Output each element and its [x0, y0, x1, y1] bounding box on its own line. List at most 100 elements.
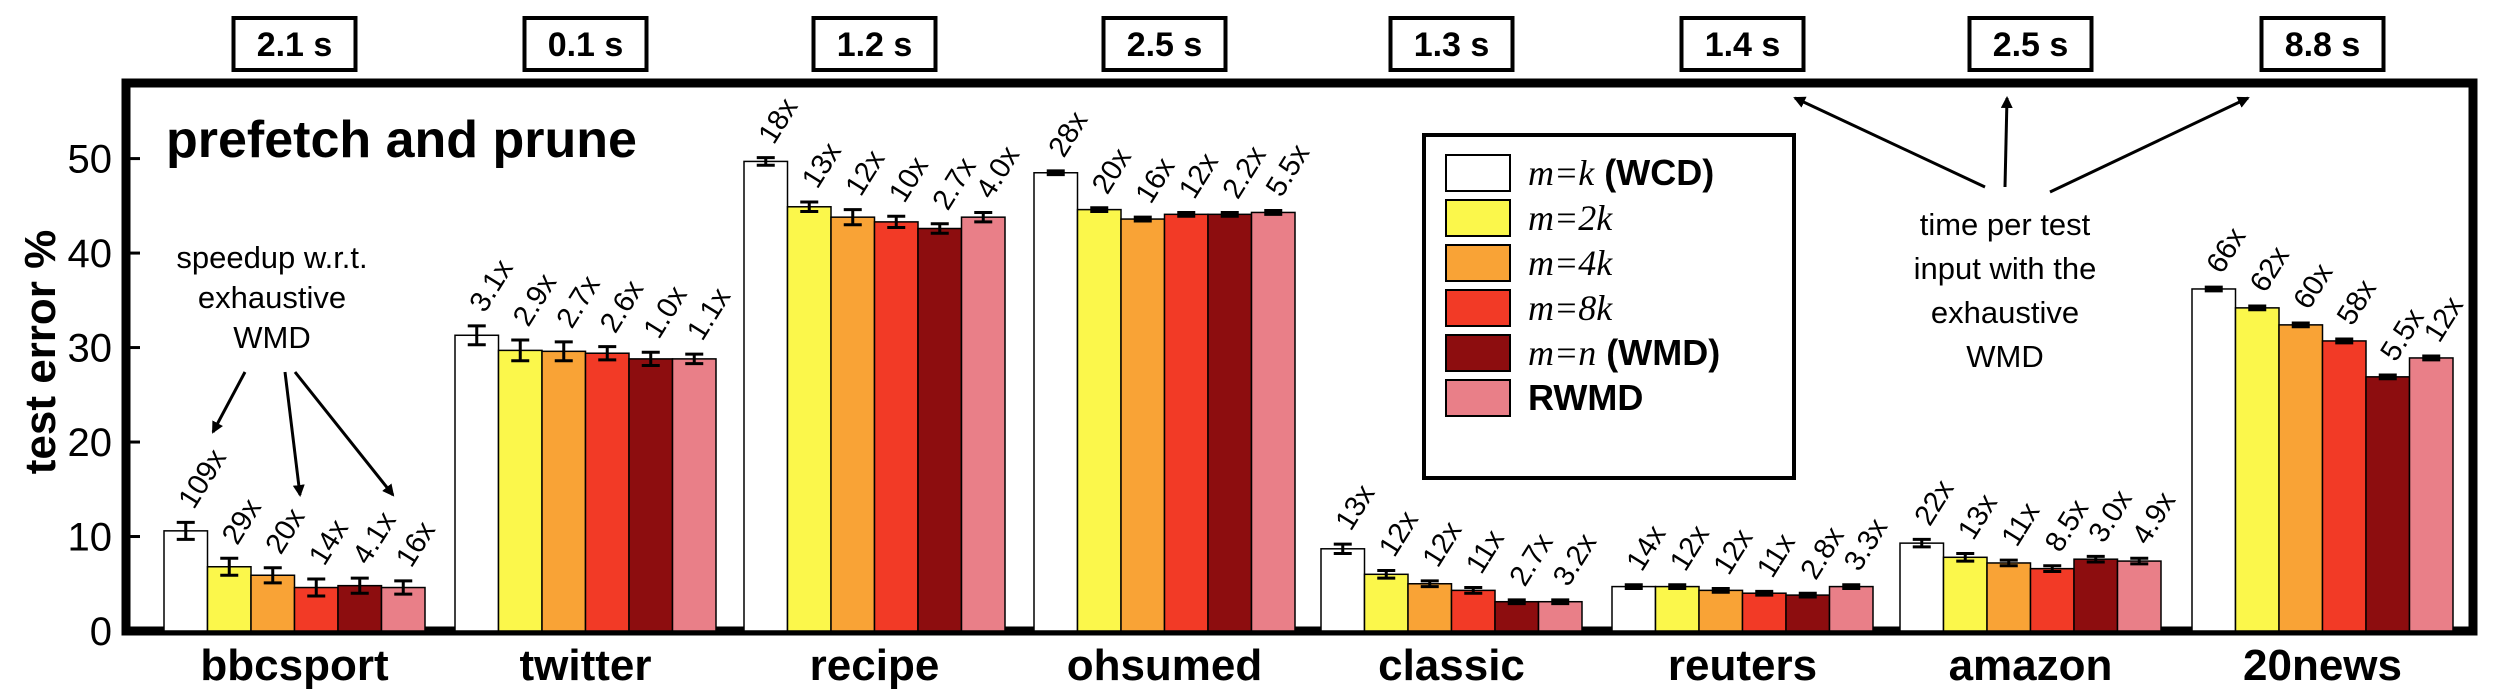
bar — [1698, 589, 1744, 632]
time-box — [1967, 16, 2094, 72]
x-category-label: amazon — [1949, 641, 2113, 690]
time-box-label: 1.3 s — [1414, 26, 1490, 64]
y-axis-ticks: 0 10 20 30 40 50 — [68, 138, 140, 654]
bar — [1407, 583, 1453, 632]
bar — [917, 227, 963, 632]
plot-frame — [121, 78, 2478, 636]
speedup-annotation: speedup w.r.t. exhaustive WMD — [176, 240, 367, 355]
time-box — [1388, 16, 1515, 72]
bar — [163, 530, 209, 632]
speedup-note-line: exhaustive — [198, 280, 346, 315]
time-note-line: time per test — [1920, 207, 2091, 242]
bar-speedup-label: 2.7x — [1504, 528, 1560, 592]
x-axis-labels: bbcsport twitter recipe ohsumed classic reute… — [200, 641, 2402, 690]
bar-speedup-label: 4.0x — [970, 140, 1026, 204]
x-category-label: reuters — [1668, 641, 1817, 690]
bar — [1076, 208, 1122, 632]
time-box — [1679, 16, 1806, 72]
bars — [163, 156, 2454, 632]
bar-speedup-label: 4.1x — [347, 506, 403, 570]
bar — [1611, 585, 1657, 632]
legend-swatch — [1445, 334, 1511, 372]
bar-speedup-label: 3.2x — [1547, 528, 1603, 592]
x-category-label: bbcsport — [200, 641, 389, 690]
time-note-line: exhaustive — [1931, 295, 2079, 330]
arrow-to-bbcsport-wcd — [211, 371, 247, 434]
legend-label: m=k (WCD) — [1528, 152, 1714, 193]
bar-speedup-label: 12x — [2418, 291, 2470, 348]
bar — [2029, 567, 2075, 632]
y-tick-label: 10 — [68, 516, 113, 560]
annotation-arrows — [211, 96, 2250, 497]
bar — [454, 334, 500, 632]
bar-speedup-label: 12x — [1417, 516, 1469, 573]
bar — [1120, 218, 1166, 632]
bar — [2234, 307, 2280, 632]
legend-swatch — [1445, 379, 1511, 417]
bar-speedup-label: 11x — [1996, 497, 2047, 552]
time-box — [1101, 16, 1228, 72]
bar — [1363, 573, 1409, 632]
bar — [830, 216, 876, 632]
bar-speedup-label: 12x — [840, 144, 892, 201]
legend-label-main: m=4k — [1528, 243, 1613, 283]
y-tick-label: 20 — [68, 421, 113, 465]
bar-speedup-label: 18x — [753, 92, 805, 149]
bar-speedup-label: 4.9x — [2126, 486, 2182, 550]
x-category-label: classic — [1378, 641, 1525, 690]
bar-speedup-label: 58x — [2331, 274, 2383, 331]
legend-swatch — [1445, 289, 1511, 327]
time-box-label: 8.8 s — [2285, 26, 2361, 64]
bar-speedup-label: 2.2x — [1217, 140, 1273, 204]
bar-speedup-label: 5.5x — [1260, 138, 1316, 202]
time-annotation: time per test input with the exhaustive WMD — [1914, 207, 2097, 374]
arrow-to-bbcsport-m4k — [283, 371, 305, 497]
bar — [1250, 211, 1296, 632]
bar-speedup-label: 11x — [1460, 524, 1511, 579]
time-note-line: WMD — [1966, 339, 2043, 374]
bar-speedup-label: 3.0x — [2083, 484, 2139, 548]
bar — [2116, 560, 2162, 632]
bar-speedup-label: 62x — [2244, 241, 2296, 298]
legend-label-suffix: (WMD) — [1596, 332, 1720, 373]
bar-speedup-label: 60x — [2288, 258, 2340, 315]
bar-speedup-label: 11x — [1751, 528, 1802, 583]
arrow-to-reuters-time — [1793, 96, 1986, 189]
bar — [1785, 594, 1831, 632]
x-category-label: ohsumed — [1067, 641, 1263, 690]
bar — [873, 221, 919, 632]
bar-speedup-label: 28x — [1043, 106, 1095, 163]
bar — [2365, 376, 2411, 632]
time-box-label: 2.1 s — [257, 26, 333, 64]
legend-label-main: m=k — [1528, 153, 1595, 193]
x-category-label: twitter — [520, 641, 652, 690]
bar — [541, 350, 587, 632]
bar — [2073, 558, 2119, 632]
bar — [1899, 542, 1945, 632]
bar — [786, 206, 832, 632]
time-note-line: input with the — [1914, 251, 2097, 286]
legend-swatch — [1445, 199, 1511, 237]
legend-label: m=n (WMD) — [1528, 332, 1720, 373]
time-box-label: 2.5 s — [1993, 26, 2069, 64]
legend-swatch — [1445, 244, 1511, 282]
legend-label: RWMD — [1528, 377, 1643, 418]
bar-speedup-label: 3.3x — [1838, 513, 1894, 577]
arrow-to-bbcsport-rwmd — [293, 371, 395, 497]
bar-speedup-label: 109x — [173, 443, 234, 514]
bar — [671, 358, 717, 632]
bar — [960, 216, 1006, 632]
bar — [743, 160, 789, 632]
bar — [2408, 357, 2454, 632]
bar — [1320, 548, 1366, 632]
bar — [628, 358, 674, 632]
time-box-label: 2.5 s — [1127, 26, 1203, 64]
x-category-label: recipe — [810, 641, 940, 690]
bar — [2278, 324, 2324, 632]
bar-speedup-label: 22x — [1909, 474, 1961, 531]
speedup-note-line: speedup w.r.t. — [176, 240, 367, 275]
time-box-label: 1.4 s — [1705, 26, 1781, 64]
time-box-label: 1.2 s — [837, 26, 913, 64]
bar-speedup-label: 14x — [303, 514, 355, 571]
